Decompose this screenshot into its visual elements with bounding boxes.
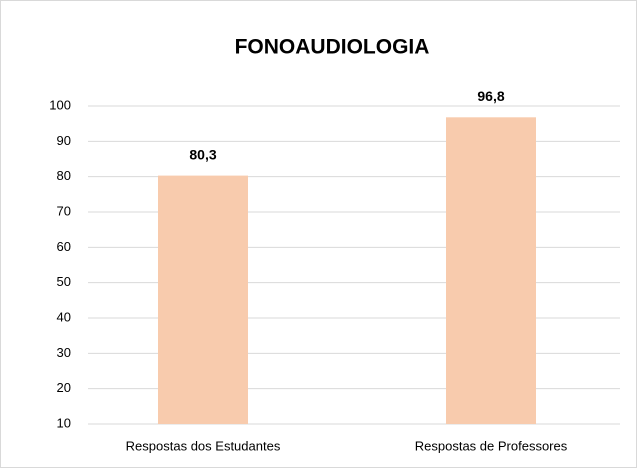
y-tick-label: 20	[57, 380, 71, 395]
data-label: 96,8	[477, 88, 504, 104]
x-tick-label: Respostas dos Estudantes	[126, 438, 281, 453]
data-label: 80,3	[189, 146, 216, 162]
bar	[158, 175, 248, 424]
y-tick-label: 40	[57, 309, 71, 324]
chart-title: FONOAUDIOLOGIA	[235, 36, 430, 59]
y-tick-label: 100	[49, 97, 71, 112]
y-tick-label: 70	[57, 203, 71, 218]
y-tick-label: 30	[57, 345, 71, 360]
y-tick-label: 90	[57, 133, 71, 148]
y-tick-label: 60	[57, 239, 71, 254]
bar	[446, 117, 536, 424]
x-tick-label: Respostas de Professores	[415, 438, 568, 453]
y-tick-label: 50	[57, 274, 71, 289]
y-tick-label: 80	[57, 168, 71, 183]
y-tick-label: 10	[57, 415, 71, 430]
